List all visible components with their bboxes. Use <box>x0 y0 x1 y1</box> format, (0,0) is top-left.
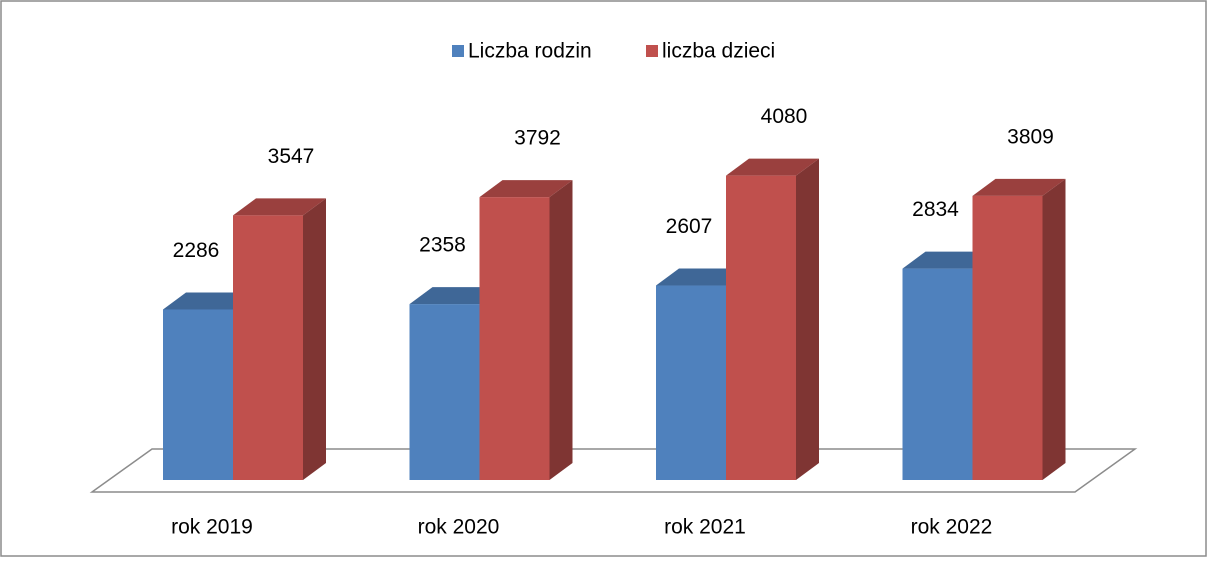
bar-top <box>902 251 996 269</box>
x-tick-label: rok 2020 <box>418 516 500 539</box>
data-label: 3547 <box>268 145 315 168</box>
bar-side <box>303 198 326 480</box>
data-label: 2358 <box>419 234 466 257</box>
data-label: 2607 <box>666 215 713 238</box>
bar <box>233 198 326 480</box>
bar-front <box>233 215 303 480</box>
x-tick-label: rok 2022 <box>911 516 993 539</box>
bar-front <box>163 309 233 480</box>
bar-top <box>726 158 819 176</box>
data-label: 4080 <box>761 105 808 128</box>
bar-top <box>163 292 256 310</box>
bar-side <box>1042 178 1066 480</box>
bar-top <box>656 268 749 286</box>
legend-label: liczba dzieci <box>662 40 775 63</box>
bar-top <box>479 180 573 198</box>
x-tick-label: rok 2021 <box>664 516 746 539</box>
data-label: 3792 <box>514 127 561 150</box>
floor <box>89 448 1138 493</box>
legend-swatch <box>646 45 658 57</box>
bar-top <box>972 178 1066 196</box>
bar-top <box>233 198 326 216</box>
data-label: 2286 <box>173 239 220 262</box>
bar <box>726 158 819 480</box>
bar-front <box>902 268 973 480</box>
bar-front <box>479 197 550 480</box>
bar-side <box>796 158 819 480</box>
legend-label: Liczba rodzin <box>468 40 592 63</box>
bar <box>972 178 1066 480</box>
bar-front <box>409 304 480 480</box>
bar-front <box>972 195 1043 480</box>
bar-front <box>726 175 796 480</box>
legend-swatch <box>452 45 464 57</box>
x-tick-label: rok 2019 <box>171 516 253 539</box>
bar-side <box>549 180 573 480</box>
bar-top <box>409 287 503 305</box>
bar <box>479 180 573 480</box>
bar-front <box>656 285 726 480</box>
data-label: 3809 <box>1007 125 1054 148</box>
data-label: 2834 <box>912 198 959 221</box>
